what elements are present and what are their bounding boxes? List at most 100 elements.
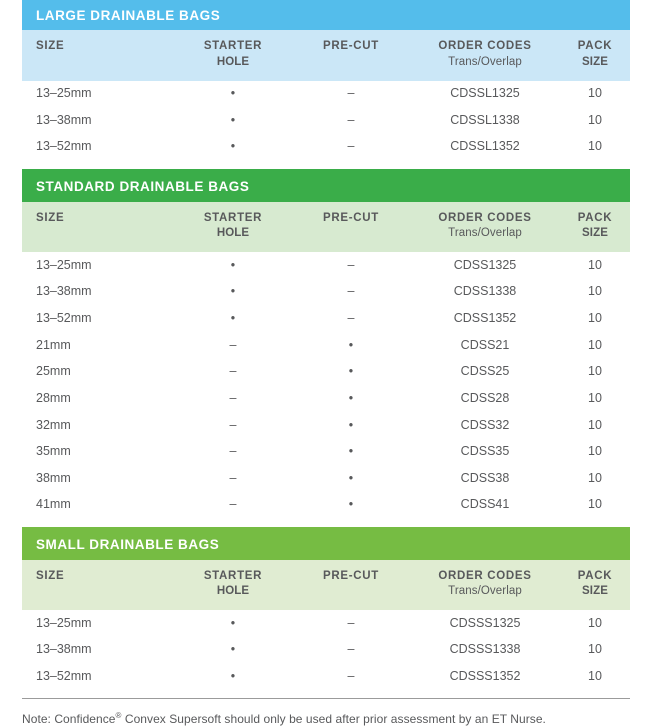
cell-size: 13–25mm xyxy=(22,610,174,637)
cell-order-code: CDSSL1338 xyxy=(410,107,560,134)
cell-starter-hole: • xyxy=(174,252,292,279)
cell-order-code: CDSSS1352 xyxy=(410,663,560,691)
column-header-order-codes: ORDER CODES Trans/Overlap xyxy=(410,559,560,611)
cell-order-code: CDSS28 xyxy=(410,385,560,413)
cell-pack-size: 10 xyxy=(560,385,630,413)
cell-starter-hole: – xyxy=(174,438,292,466)
table-head-standard: SIZE STARTER HOLE PRE-CUT ORDER CODES Tr… xyxy=(22,201,630,253)
cell-size: 35mm xyxy=(22,438,174,466)
section-header-large: LARGE DRAINABLE BAGS xyxy=(22,0,630,30)
cell-pre-cut: • xyxy=(292,491,410,519)
cell-order-code: CDSSL1325 xyxy=(410,80,560,108)
table-row: 35mm – • CDSS35 10 xyxy=(22,438,630,466)
cell-pack-size: 10 xyxy=(560,278,630,306)
pack-line2: SIZE xyxy=(582,227,608,240)
cell-starter-hole: • xyxy=(174,80,292,108)
table-row: 13–25mm • – CDSS1325 10 xyxy=(22,252,630,279)
product-order-code-sheet: LARGE DRAINABLE BAGS SIZE STARTER HOLE P… xyxy=(22,0,630,726)
cell-order-code: CDSS35 xyxy=(410,438,560,466)
column-header-pack-size: PACK SIZE xyxy=(560,559,630,611)
cell-starter-hole: • xyxy=(174,107,292,134)
cell-pack-size: 10 xyxy=(560,332,630,359)
table-row: 13–52mm • – CDSSS1352 10 xyxy=(22,663,630,691)
cell-size: 13–25mm xyxy=(22,252,174,279)
table-row: 21mm – • CDSS21 10 xyxy=(22,332,630,359)
order-codes-line1: ORDER CODES xyxy=(438,40,532,52)
order-codes-line2: Trans/Overlap xyxy=(448,227,522,240)
cell-pack-size: 10 xyxy=(560,636,630,664)
column-header-starter-hole: STARTER HOLE xyxy=(174,559,292,611)
footnote-text: Note: Confidence® Convex Supersoft shoul… xyxy=(22,699,630,726)
cell-pre-cut: • xyxy=(292,412,410,439)
cell-starter-hole: – xyxy=(174,332,292,359)
cell-starter-hole: • xyxy=(174,636,292,664)
cell-starter-hole: • xyxy=(174,305,292,333)
column-header-pre-cut: PRE-CUT xyxy=(292,201,410,253)
table-small-drainable-bags: SIZE STARTER HOLE PRE-CUT ORDER CODES Tr… xyxy=(22,559,630,691)
section-spacer xyxy=(22,519,630,527)
cell-pre-cut: – xyxy=(292,305,410,333)
cell-starter-hole: • xyxy=(174,610,292,637)
order-codes-line2: Trans/Overlap xyxy=(448,585,522,598)
starter-hole-line1: STARTER xyxy=(203,40,263,52)
order-codes-line1: ORDER CODES xyxy=(438,569,532,582)
cell-starter-hole: – xyxy=(174,358,292,386)
column-header-size: SIZE xyxy=(22,201,174,253)
cell-size: 38mm xyxy=(22,465,174,492)
section-small-drainable-bags: SMALL DRAINABLE BAGS SIZE STARTER HOLE P… xyxy=(22,529,630,691)
table-row: 25mm – • CDSS25 10 xyxy=(22,358,630,386)
cell-pack-size: 10 xyxy=(560,133,630,161)
cell-pack-size: 10 xyxy=(560,491,630,519)
starter-hole-line2: HOLE xyxy=(216,585,250,598)
cell-pre-cut: – xyxy=(292,663,410,691)
cell-pre-cut: • xyxy=(292,332,410,359)
cell-order-code: CDSSS1325 xyxy=(410,610,560,637)
table-row: 13–25mm • – CDSSS1325 10 xyxy=(22,610,630,637)
starter-hole-line1: STARTER xyxy=(203,211,263,224)
cell-pre-cut: • xyxy=(292,438,410,466)
pack-line2: SIZE xyxy=(582,585,608,598)
table-head-small: SIZE STARTER HOLE PRE-CUT ORDER CODES Tr… xyxy=(22,559,630,611)
cell-pack-size: 10 xyxy=(560,465,630,492)
column-header-order-codes: ORDER CODES Trans/Overlap xyxy=(410,30,560,81)
column-header-size: SIZE xyxy=(22,559,174,611)
table-large-drainable-bags: SIZE STARTER HOLE PRE-CUT ORDER CODES Tr… xyxy=(22,30,630,161)
order-codes-line1: ORDER CODES xyxy=(438,211,532,224)
table-row: 13–38mm • – CDSSS1338 10 xyxy=(22,636,630,664)
column-header-pack-size: PACK SIZE xyxy=(560,201,630,253)
cell-order-code: CDSS21 xyxy=(410,332,560,359)
cell-pre-cut: – xyxy=(292,80,410,108)
column-header-order-codes: ORDER CODES Trans/Overlap xyxy=(410,201,560,253)
cell-pack-size: 10 xyxy=(560,252,630,279)
cell-size: 21mm xyxy=(22,332,174,359)
table-body-large: 13–25mm • – CDSSL1325 10 13–38mm • – CDS… xyxy=(22,80,630,161)
table-row: 13–52mm • – CDSSL1352 10 xyxy=(22,133,630,161)
pack-line2: SIZE xyxy=(582,55,608,68)
cell-order-code: CDSS38 xyxy=(410,465,560,492)
cell-order-code: CDSS1325 xyxy=(410,252,560,279)
table-row: 13–52mm • – CDSS1352 10 xyxy=(22,305,630,333)
cell-starter-hole: • xyxy=(174,663,292,691)
cell-size: 13–52mm xyxy=(22,305,174,333)
cell-size: 13–38mm xyxy=(22,107,174,134)
cell-pack-size: 10 xyxy=(560,305,630,333)
cell-order-code: CDSS1338 xyxy=(410,278,560,306)
column-header-pre-cut: PRE-CUT xyxy=(292,30,410,81)
cell-size: 13–52mm xyxy=(22,663,174,691)
cell-size: 32mm xyxy=(22,412,174,439)
cell-pack-size: 10 xyxy=(560,80,630,108)
column-header-pack-size: PACK SIZE xyxy=(560,30,630,81)
column-header-starter-hole: STARTER HOLE xyxy=(174,30,292,81)
section-standard-drainable-bags: STANDARD DRAINABLE BAGS SIZE STARTER HOL… xyxy=(22,171,630,519)
pack-line1: PACK xyxy=(577,40,613,52)
table-row: 13–25mm • – CDSSL1325 10 xyxy=(22,80,630,108)
cell-pre-cut: – xyxy=(292,107,410,134)
cell-pack-size: 10 xyxy=(560,358,630,386)
cell-starter-hole: – xyxy=(174,491,292,519)
cell-order-code: CDSSS1338 xyxy=(410,636,560,664)
cell-starter-hole: – xyxy=(174,465,292,492)
section-header-standard: STANDARD DRAINABLE BAGS xyxy=(22,171,630,202)
pack-line1: PACK xyxy=(577,569,613,582)
order-codes-line2: Trans/Overlap xyxy=(448,55,522,68)
starter-hole-line1: STARTER xyxy=(203,569,263,582)
